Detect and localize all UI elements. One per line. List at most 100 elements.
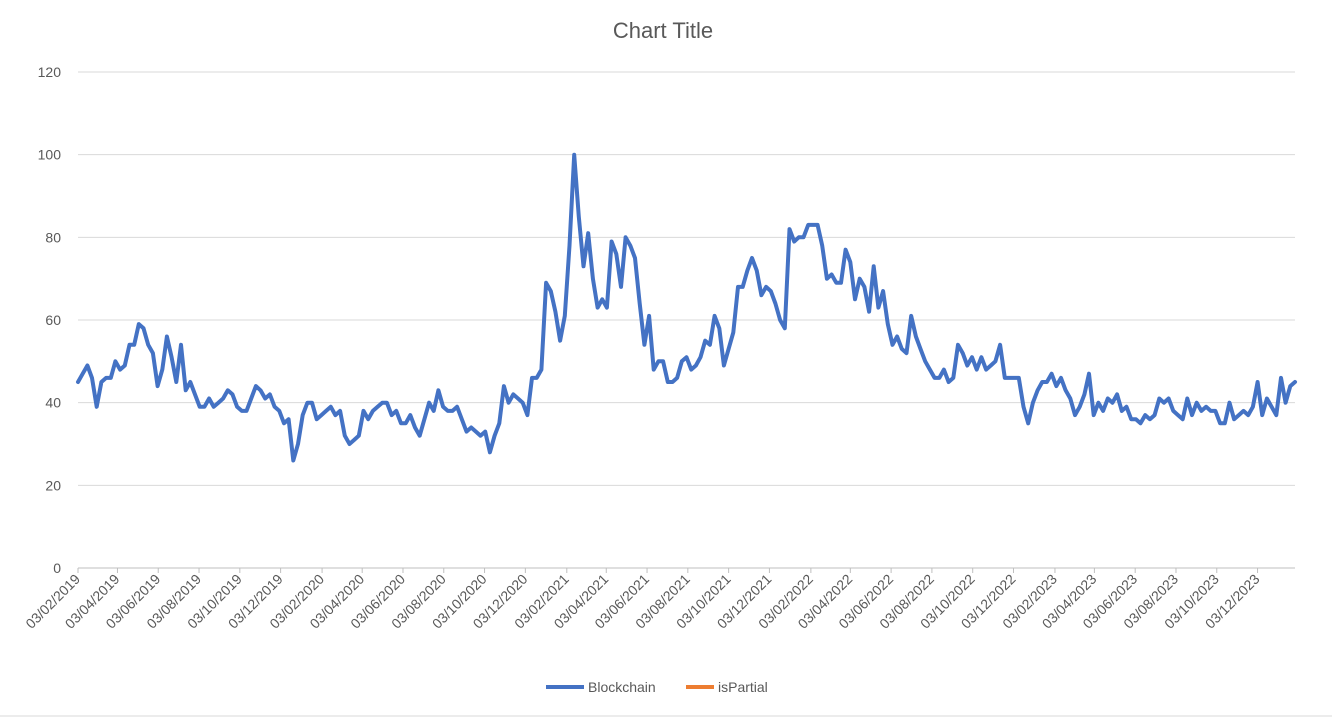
data-point bbox=[709, 344, 711, 346]
y-tick-label: 80 bbox=[45, 229, 61, 245]
data-point bbox=[231, 393, 234, 395]
data-point bbox=[484, 431, 486, 433]
data-point bbox=[695, 364, 697, 367]
data-point bbox=[264, 397, 266, 400]
data-point bbox=[1032, 402, 1034, 404]
data-point bbox=[826, 278, 828, 280]
y-tick-label: 100 bbox=[38, 147, 62, 163]
data-point bbox=[437, 389, 439, 391]
data-point bbox=[1154, 414, 1156, 416]
data-point bbox=[1125, 406, 1128, 408]
data-point bbox=[536, 377, 538, 379]
y-axis-ticks: 0 20 40 60 80 100 120 bbox=[38, 64, 62, 576]
data-point bbox=[653, 369, 655, 371]
data-point bbox=[1214, 410, 1216, 412]
data-point bbox=[1275, 414, 1277, 416]
data-point bbox=[812, 224, 814, 226]
data-point bbox=[269, 393, 271, 395]
data-point bbox=[339, 410, 341, 412]
data-point bbox=[905, 352, 908, 354]
data-point bbox=[882, 290, 884, 292]
data-point bbox=[1200, 410, 1202, 412]
data-point bbox=[1027, 422, 1029, 424]
data-point bbox=[236, 406, 238, 408]
data-point bbox=[625, 236, 627, 238]
data-point bbox=[554, 311, 557, 313]
data-point bbox=[976, 369, 978, 371]
data-point bbox=[924, 360, 926, 362]
data-point bbox=[559, 340, 561, 342]
data-point bbox=[175, 381, 177, 383]
data-point bbox=[952, 377, 954, 379]
data-point bbox=[114, 360, 116, 362]
data-point bbox=[433, 410, 435, 412]
data-point bbox=[494, 435, 496, 437]
data-point bbox=[1121, 410, 1123, 412]
data-point bbox=[1074, 414, 1076, 416]
data-point bbox=[1191, 414, 1193, 416]
data-point bbox=[685, 356, 688, 358]
data-point bbox=[1051, 373, 1053, 375]
data-point bbox=[386, 402, 388, 404]
data-point bbox=[1182, 418, 1184, 420]
data-point bbox=[1046, 381, 1048, 383]
data-point bbox=[592, 278, 594, 280]
data-point bbox=[1257, 381, 1259, 383]
data-point bbox=[1008, 377, 1011, 379]
data-point bbox=[999, 344, 1001, 346]
data-point bbox=[662, 360, 664, 362]
data-point bbox=[582, 265, 585, 267]
data-point bbox=[344, 435, 346, 437]
data-point bbox=[1088, 373, 1090, 375]
y-tick-label: 20 bbox=[45, 477, 61, 493]
data-point bbox=[217, 402, 219, 404]
data-point bbox=[405, 422, 407, 424]
data-point bbox=[1037, 389, 1039, 391]
data-point bbox=[245, 410, 248, 412]
data-point bbox=[292, 459, 294, 462]
data-point bbox=[620, 286, 622, 288]
data-point bbox=[1228, 402, 1231, 404]
data-point bbox=[274, 406, 276, 408]
data-point bbox=[400, 422, 402, 424]
data-point bbox=[1247, 414, 1249, 416]
data-point bbox=[910, 315, 912, 317]
data-point bbox=[1139, 422, 1142, 424]
data-point bbox=[1210, 410, 1212, 412]
data-point bbox=[634, 257, 636, 259]
data-point bbox=[451, 410, 454, 412]
data-point bbox=[863, 286, 866, 288]
data-point bbox=[1168, 397, 1170, 400]
data-point bbox=[512, 393, 514, 395]
data-point bbox=[742, 286, 744, 288]
data-point bbox=[597, 307, 599, 309]
data-point bbox=[330, 406, 332, 408]
data-point bbox=[259, 389, 262, 391]
data-point bbox=[283, 422, 285, 424]
data-point bbox=[667, 381, 669, 383]
data-point bbox=[203, 406, 205, 408]
data-point bbox=[124, 364, 126, 367]
data-point bbox=[208, 397, 210, 400]
data-point bbox=[498, 422, 500, 424]
data-point bbox=[222, 397, 224, 400]
data-point bbox=[1294, 381, 1296, 383]
data-point bbox=[161, 369, 163, 371]
data-point bbox=[873, 265, 875, 267]
data-point bbox=[1097, 402, 1099, 404]
data-point bbox=[185, 389, 187, 391]
data-point bbox=[854, 298, 856, 300]
data-point bbox=[934, 377, 936, 379]
data-point bbox=[779, 319, 781, 321]
data-point bbox=[704, 340, 706, 342]
data-point bbox=[306, 402, 308, 404]
data-point bbox=[1055, 385, 1057, 387]
data-point bbox=[489, 451, 491, 453]
data-point bbox=[96, 406, 98, 408]
data-point bbox=[171, 356, 173, 358]
data-point bbox=[428, 402, 430, 404]
data-point bbox=[751, 257, 753, 259]
data-point bbox=[199, 406, 201, 408]
data-point bbox=[423, 418, 425, 420]
